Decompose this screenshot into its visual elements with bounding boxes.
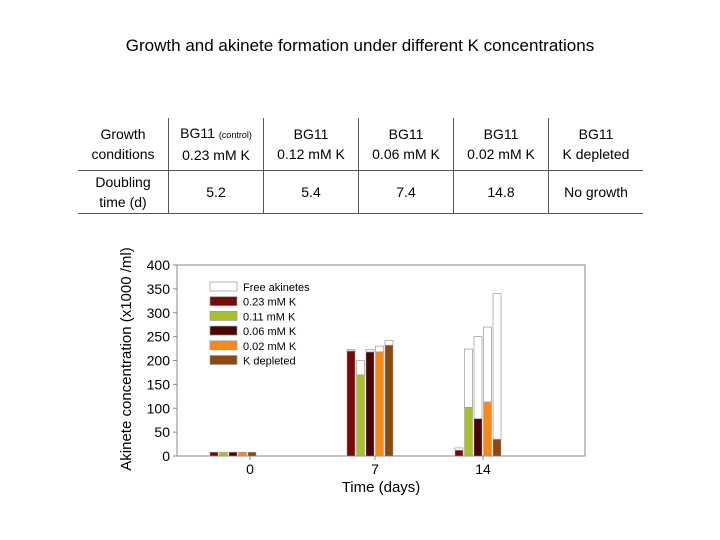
bar-bound (346, 350, 356, 457)
y-tick-label: 50 (154, 424, 170, 440)
bar-free (356, 360, 365, 376)
legend-swatch (209, 281, 238, 292)
table-cell: BG11 0.02 mM K (453, 118, 549, 171)
y-tick-label: 350 (147, 281, 171, 297)
legend-swatch (209, 311, 238, 321)
cell-conc: 0.02 mM K (467, 146, 535, 162)
y-tick-label: 0 (162, 448, 170, 464)
legend-label: K depleted (243, 356, 296, 368)
table-cell: No growth (548, 170, 643, 214)
legend-swatch (209, 296, 238, 307)
bar-bound (365, 351, 375, 457)
bar-bound (247, 451, 257, 457)
y-tick-label: 250 (147, 329, 171, 345)
cell-medium: BG11 (483, 126, 519, 142)
bar-free (492, 293, 502, 440)
bar-bound (454, 450, 464, 457)
cell-conc: K depleted (562, 146, 630, 162)
bar-free (365, 349, 375, 353)
x-axis-label: Time (days) (342, 479, 421, 496)
legend-swatch (209, 340, 238, 351)
row-header-doubling: Doubling time (d) (78, 170, 169, 214)
table-cell: 14.8 (453, 170, 549, 214)
bar-bound (238, 451, 247, 457)
y-tick-label: 100 (147, 400, 171, 416)
legend-swatch (209, 325, 238, 336)
table-cell: BG11 K depleted (548, 118, 643, 171)
bar-free (483, 326, 492, 403)
y-tick-label: 300 (147, 305, 171, 321)
row-header-line: conditions (91, 146, 155, 162)
table-cell: BG11 0.06 mM K (358, 118, 454, 171)
conditions-table: Growth conditions BG11 (control) 0.23 mM… (78, 118, 643, 214)
bar-bound (483, 401, 492, 457)
legend-swatch (209, 355, 238, 365)
y-axis-label: Akinete concentration (x1000 /ml) (118, 247, 135, 470)
bar-bound (356, 374, 365, 457)
bar-free (473, 336, 483, 420)
x-axis: 0 7 14 (246, 456, 491, 477)
legend-label: Free akinetes (243, 282, 310, 294)
cell-note: (control) (218, 130, 252, 140)
table-cell: BG11 0.12 mM K (263, 118, 359, 171)
bar-bound (492, 439, 502, 457)
legend-label: 0.11 mM K (243, 311, 296, 323)
cell-medium: BG11 (388, 126, 424, 142)
bar-bound (228, 451, 238, 457)
row-header-line: Growth (100, 126, 146, 142)
bar-bound (375, 351, 384, 457)
bar-free (454, 447, 464, 451)
x-tick-label: 0 (246, 461, 254, 477)
bar-bound (464, 407, 473, 457)
bar-free (384, 340, 394, 346)
bar-free (464, 348, 473, 408)
table-row: Doubling time (d) 5.2 5.4 7.4 14.8 No gr… (78, 170, 643, 214)
bar-bound (219, 451, 228, 457)
y-tick-label: 150 (147, 376, 171, 392)
y-axis: 0 50 100 150 200 250 300 350 400 (147, 257, 177, 464)
row-header-line: Doubling (95, 174, 151, 190)
cell-conc: 0.06 mM K (372, 146, 440, 162)
table-row: Growth conditions BG11 (control) 0.23 mM… (78, 118, 643, 171)
bar-bound (209, 451, 219, 457)
legend-label: 0.23 mM K (243, 297, 297, 309)
bar-bound (473, 418, 483, 457)
legend: Free akinetes 0.23 mM K 0.11 mM K 0.06 mM K… (209, 281, 310, 368)
legend-label: 0.06 mM K (243, 326, 297, 338)
bar-free (346, 349, 356, 352)
cell-medium: BG11 (180, 125, 215, 141)
bar-bound (384, 344, 394, 457)
x-tick-label: 7 (371, 461, 379, 477)
table-cell: 5.2 (168, 170, 264, 214)
cell-medium: BG11 (578, 126, 614, 142)
x-tick-label: 14 (475, 461, 491, 477)
cell-medium: BG11 (293, 126, 329, 142)
page-title: Growth and akinete formation under diffe… (125, 36, 595, 55)
bars (209, 293, 502, 457)
bar-free (375, 345, 384, 353)
legend-label: 0.02 mM K (243, 341, 297, 353)
row-header-line: time (d) (99, 194, 147, 210)
table-cell: 5.4 (263, 170, 359, 214)
cell-conc: 0.23 mM K (182, 147, 250, 163)
row-header-growth: Growth conditions (78, 118, 169, 171)
y-tick-label: 400 (147, 257, 171, 273)
table-cell: BG11 (control) 0.23 mM K (168, 118, 264, 171)
table-cell: 7.4 (358, 170, 454, 214)
cell-conc: 0.12 mM K (277, 146, 345, 162)
y-tick-label: 200 (147, 353, 171, 369)
